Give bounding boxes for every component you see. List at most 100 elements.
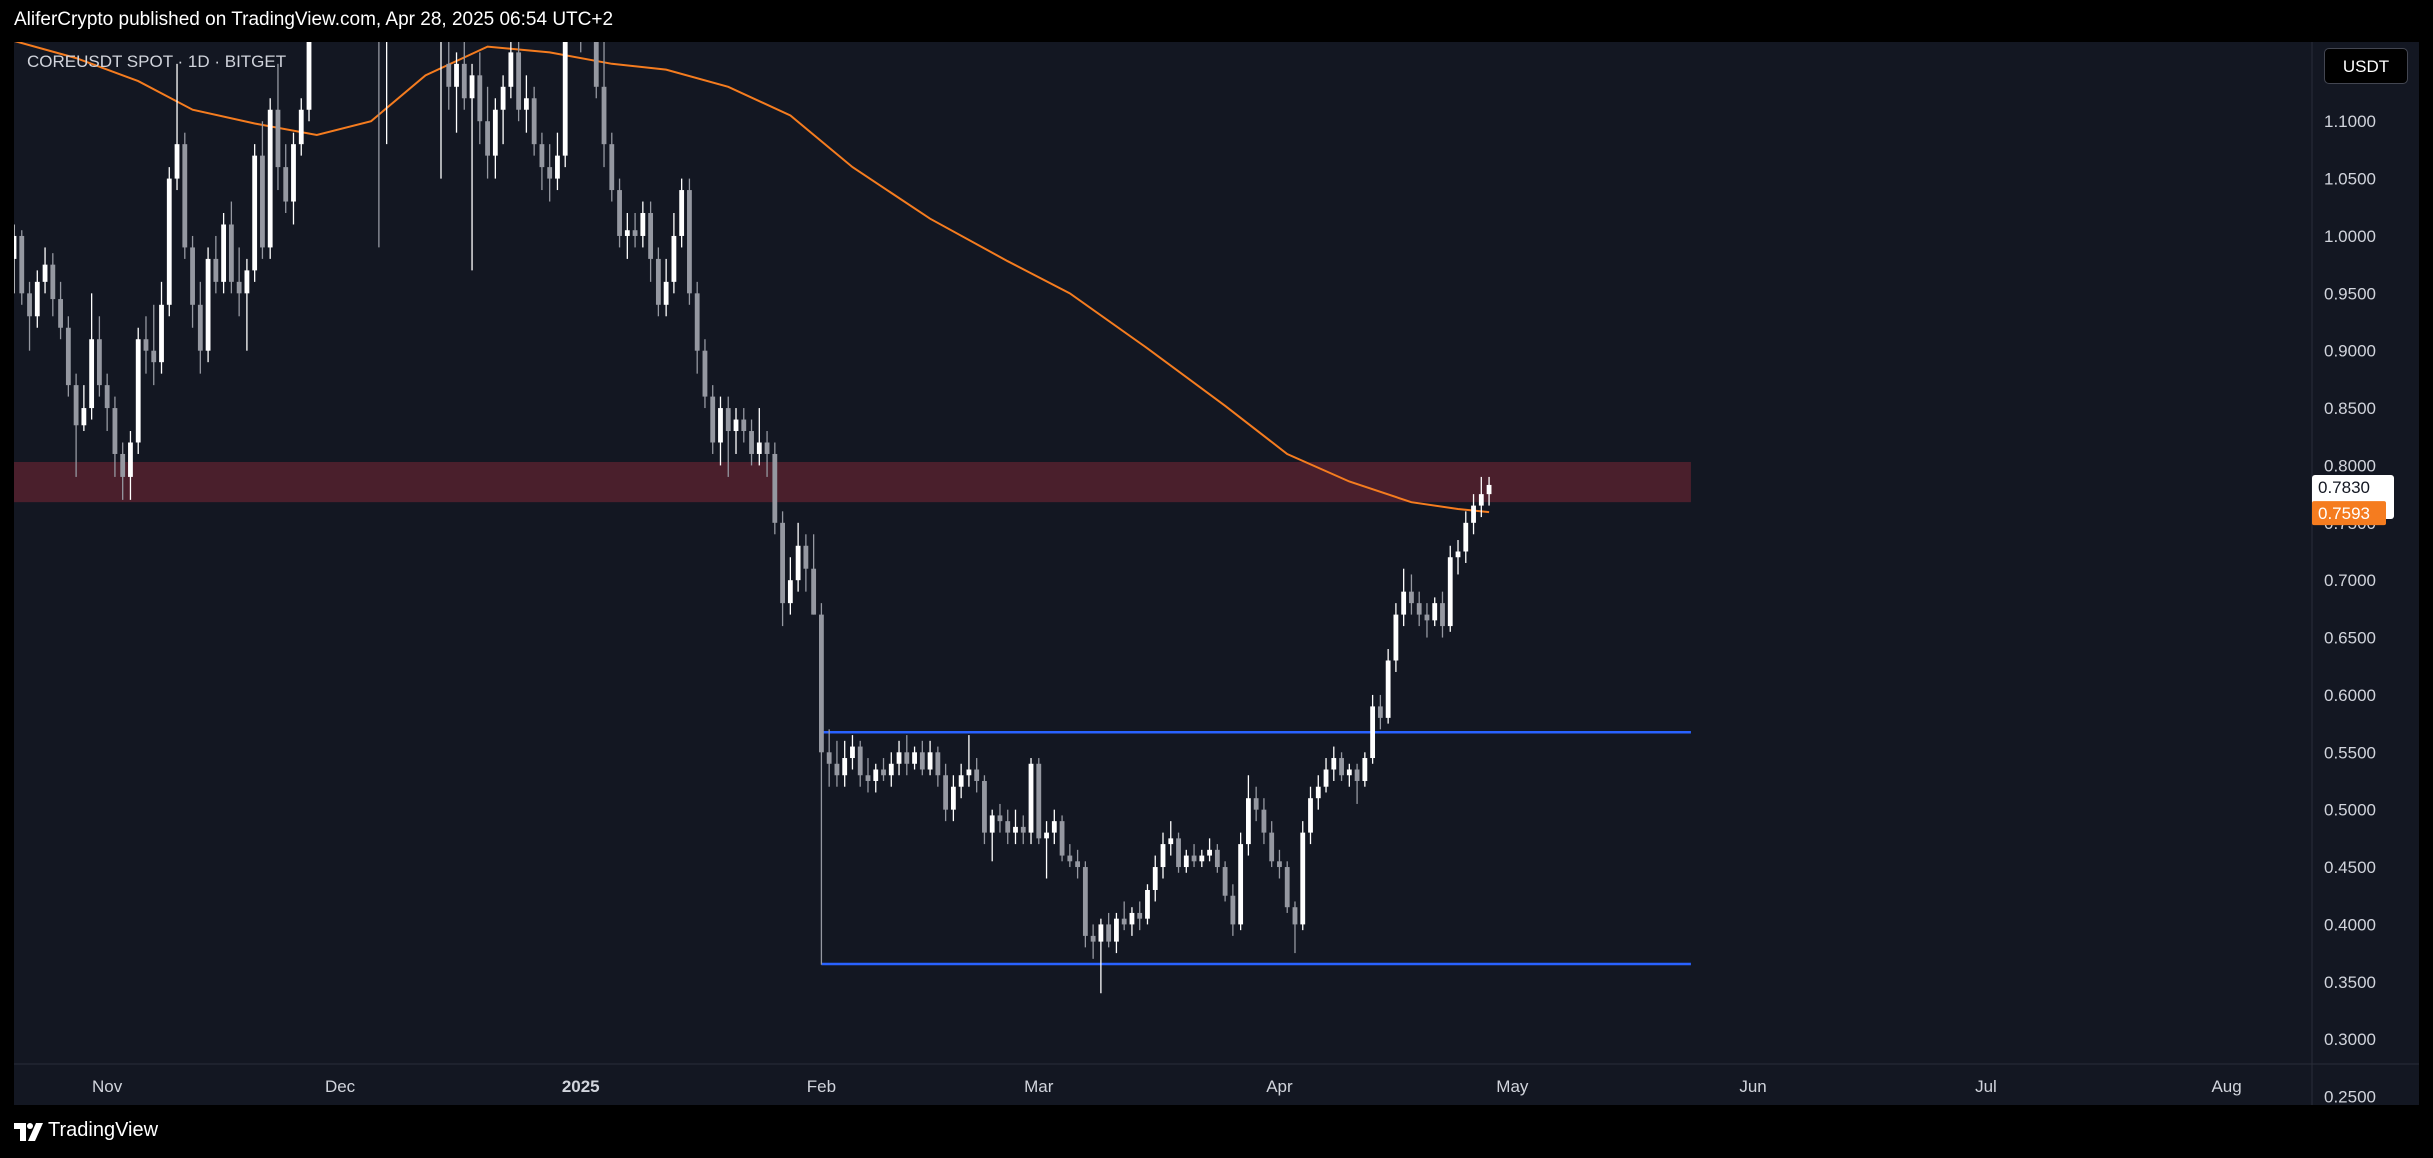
candle[interactable] — [306, 42, 312, 122]
candle[interactable] — [826, 729, 832, 787]
candle[interactable] — [1067, 844, 1073, 868]
candle[interactable] — [1471, 494, 1476, 535]
candle[interactable] — [205, 247, 211, 363]
candle[interactable] — [291, 132, 296, 225]
candle[interactable] — [609, 132, 615, 202]
candle[interactable] — [795, 522, 801, 592]
candle[interactable] — [128, 431, 133, 500]
candle[interactable] — [143, 316, 149, 374]
candle[interactable] — [135, 327, 141, 454]
candle[interactable] — [1416, 591, 1422, 627]
resistance-zone[interactable] — [14, 462, 1691, 503]
candle[interactable] — [531, 86, 537, 156]
candle[interactable] — [1385, 649, 1391, 724]
candle[interactable] — [1036, 758, 1042, 845]
candle[interactable] — [1137, 901, 1143, 931]
candle[interactable] — [104, 373, 110, 432]
candle[interactable] — [1168, 821, 1174, 856]
candle[interactable] — [787, 557, 793, 615]
candle[interactable] — [500, 75, 506, 145]
candle[interactable] — [439, 42, 444, 179]
candle[interactable] — [1455, 540, 1461, 575]
candle[interactable] — [1440, 591, 1445, 638]
candle[interactable] — [120, 442, 126, 500]
candle[interactable] — [1207, 838, 1212, 862]
candle[interactable] — [803, 534, 809, 592]
candle[interactable] — [1401, 568, 1407, 627]
candle[interactable] — [1160, 832, 1166, 879]
candle[interactable] — [943, 763, 949, 822]
candle[interactable] — [562, 42, 568, 168]
candle[interactable] — [1090, 924, 1096, 959]
candle[interactable] — [640, 201, 646, 248]
candle[interactable] — [1463, 511, 1469, 563]
candle[interactable] — [772, 442, 778, 535]
candle[interactable] — [764, 431, 770, 477]
candle[interactable] — [1346, 763, 1352, 787]
candle[interactable] — [516, 42, 522, 122]
candle[interactable] — [1478, 476, 1484, 518]
candle[interactable] — [1028, 758, 1034, 845]
candle[interactable] — [1152, 855, 1158, 902]
candle[interactable] — [1214, 844, 1220, 873]
candle[interactable] — [655, 247, 661, 317]
candle[interactable] — [919, 740, 925, 776]
candle[interactable] — [966, 735, 972, 787]
candle[interactable] — [1005, 809, 1011, 845]
candle[interactable] — [850, 735, 855, 770]
chart-canvas[interactable]: 1.15001.10001.05001.00000.95000.90000.85… — [14, 42, 2419, 1105]
candle[interactable] — [244, 258, 250, 351]
candle[interactable] — [34, 270, 40, 328]
candle[interactable] — [1308, 786, 1313, 845]
candle[interactable] — [547, 144, 553, 202]
candle[interactable] — [166, 167, 172, 317]
candle[interactable] — [283, 144, 289, 214]
candle[interactable] — [1082, 861, 1088, 948]
candle[interactable] — [298, 98, 304, 156]
candle[interactable] — [1253, 786, 1259, 822]
candle[interactable] — [694, 281, 700, 374]
candle[interactable] — [182, 132, 188, 259]
candle[interactable] — [1377, 694, 1383, 730]
candle[interactable] — [159, 281, 164, 374]
candle[interactable] — [1059, 815, 1065, 862]
candle[interactable] — [508, 42, 514, 99]
candle[interactable] — [260, 121, 265, 259]
candle[interactable] — [446, 42, 452, 110]
candle[interactable] — [454, 52, 459, 133]
candle[interactable] — [958, 763, 964, 799]
candle[interactable] — [1339, 752, 1344, 781]
candle[interactable] — [555, 132, 560, 191]
candle[interactable] — [1424, 603, 1430, 638]
candle[interactable] — [718, 396, 723, 466]
candle[interactable] — [950, 775, 956, 822]
candle[interactable] — [1277, 849, 1282, 879]
candle[interactable] — [58, 281, 63, 340]
symbol-legend[interactable]: COREUSDT SPOT · 1D · BITGET — [27, 52, 287, 71]
candle[interactable] — [749, 419, 754, 466]
candle[interactable] — [1354, 763, 1360, 804]
candle[interactable] — [112, 396, 118, 477]
candle[interactable] — [73, 373, 79, 477]
candle[interactable] — [1292, 901, 1298, 954]
candle[interactable] — [1114, 912, 1119, 954]
candle[interactable] — [1013, 809, 1018, 845]
candle[interactable] — [671, 213, 677, 294]
candle[interactable] — [523, 75, 529, 133]
candle[interactable] — [1176, 832, 1181, 873]
candle[interactable] — [624, 213, 630, 259]
candle[interactable] — [1315, 775, 1321, 810]
candle[interactable] — [834, 740, 840, 787]
candle[interactable] — [27, 281, 32, 351]
candle[interactable] — [1051, 809, 1057, 845]
tradingview-logo-icon[interactable] — [14, 1121, 44, 1143]
candle[interactable] — [997, 803, 1003, 833]
candle[interactable] — [1331, 746, 1337, 781]
candle[interactable] — [14, 224, 17, 294]
candle[interactable] — [679, 178, 685, 248]
candle[interactable] — [1191, 844, 1197, 868]
candle[interactable] — [96, 316, 102, 397]
candle[interactable] — [469, 63, 475, 271]
candle[interactable] — [632, 213, 638, 248]
candle[interactable] — [593, 42, 599, 99]
